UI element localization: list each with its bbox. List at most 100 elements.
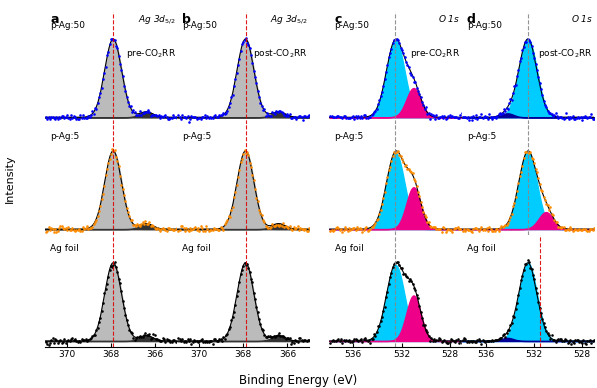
Point: [405, 168, 415, 174]
Point: [565, 223, 575, 230]
Point: [124, 99, 133, 106]
Point: [519, 154, 528, 161]
Point: [244, 265, 253, 272]
Text: Binding Energy (eV): Binding Energy (eV): [239, 374, 358, 387]
Point: [441, 116, 451, 122]
Point: [77, 114, 87, 121]
Point: [458, 337, 467, 343]
Point: [156, 113, 166, 119]
Point: [445, 112, 454, 118]
Point: [497, 335, 506, 341]
Point: [119, 192, 129, 198]
Point: [575, 115, 584, 121]
Point: [150, 224, 159, 230]
Point: [421, 214, 430, 220]
Point: [217, 112, 227, 118]
Point: [189, 114, 199, 121]
Point: [559, 338, 568, 345]
Point: [114, 163, 124, 169]
Point: [76, 111, 85, 118]
Point: [225, 324, 235, 330]
Point: [413, 189, 423, 195]
Point: [261, 223, 270, 229]
Point: [48, 225, 57, 232]
Point: [81, 225, 90, 231]
Point: [91, 327, 101, 333]
Point: [136, 107, 145, 114]
Point: [481, 113, 490, 120]
Point: [78, 112, 88, 118]
Point: [270, 111, 280, 117]
Point: [523, 149, 533, 155]
Point: [44, 224, 53, 230]
Point: [389, 36, 399, 43]
Point: [471, 224, 481, 230]
Point: [296, 113, 305, 119]
Point: [249, 177, 259, 183]
Point: [128, 107, 138, 113]
Point: [377, 88, 387, 95]
Point: [139, 221, 149, 227]
Point: [464, 117, 474, 123]
Point: [116, 66, 126, 73]
Point: [393, 259, 403, 265]
Point: [380, 303, 390, 310]
Point: [435, 335, 444, 341]
Point: [570, 116, 579, 122]
Point: [54, 338, 64, 344]
Point: [462, 339, 472, 345]
Point: [439, 225, 449, 231]
Point: [399, 159, 408, 165]
Point: [486, 114, 496, 120]
Point: [487, 228, 497, 234]
Point: [426, 224, 436, 230]
Point: [433, 225, 442, 232]
Point: [104, 156, 114, 162]
Point: [126, 103, 136, 109]
Point: [237, 41, 247, 47]
Point: [519, 44, 528, 50]
Point: [433, 337, 442, 343]
Point: [450, 114, 460, 120]
Point: [334, 224, 343, 230]
Point: [469, 338, 478, 344]
Point: [144, 331, 154, 337]
Point: [378, 195, 388, 201]
Text: c: c: [334, 13, 342, 26]
Point: [462, 226, 472, 232]
Point: [41, 114, 51, 120]
Point: [176, 116, 186, 122]
Point: [351, 336, 361, 342]
Point: [213, 227, 223, 233]
Point: [587, 340, 596, 346]
Point: [395, 262, 404, 268]
Point: [588, 227, 597, 233]
Point: [65, 338, 75, 344]
Point: [173, 225, 182, 231]
Point: [131, 334, 141, 341]
Point: [488, 228, 498, 234]
Point: [245, 268, 254, 275]
Point: [82, 114, 92, 121]
Point: [88, 107, 97, 114]
Point: [393, 37, 403, 43]
Point: [493, 337, 502, 343]
Point: [429, 113, 439, 119]
Point: [461, 114, 470, 121]
Point: [177, 222, 187, 229]
Point: [467, 229, 477, 235]
Point: [548, 113, 558, 119]
Point: [264, 224, 273, 230]
Point: [516, 55, 526, 61]
Point: [107, 264, 117, 270]
Point: [238, 39, 248, 45]
Point: [493, 226, 502, 232]
Point: [170, 227, 179, 233]
Point: [376, 93, 386, 99]
Point: [488, 114, 498, 120]
Point: [301, 225, 310, 232]
Point: [531, 165, 540, 171]
Point: [380, 189, 390, 196]
Point: [436, 114, 445, 120]
Point: [193, 339, 203, 345]
